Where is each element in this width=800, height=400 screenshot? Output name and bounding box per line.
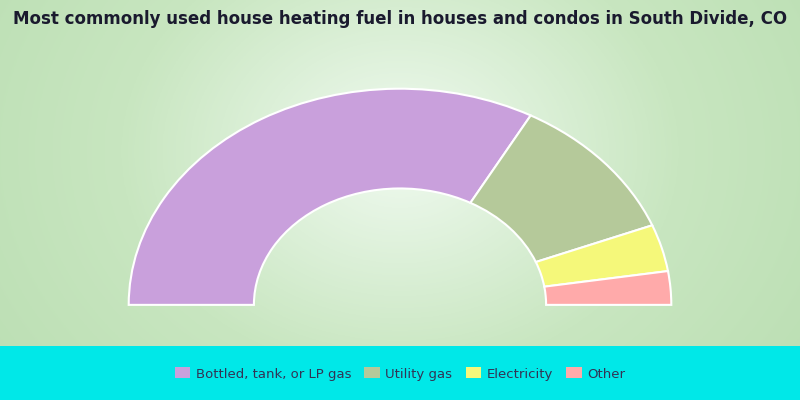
Legend: Bottled, tank, or LP gas, Utility gas, Electricity, Other: Bottled, tank, or LP gas, Utility gas, E… bbox=[170, 362, 630, 386]
Wedge shape bbox=[544, 271, 671, 305]
Text: Most commonly used house heating fuel in houses and condos in South Divide, CO: Most commonly used house heating fuel in… bbox=[13, 10, 787, 28]
Wedge shape bbox=[129, 89, 530, 305]
Wedge shape bbox=[470, 116, 652, 262]
Wedge shape bbox=[536, 225, 668, 287]
